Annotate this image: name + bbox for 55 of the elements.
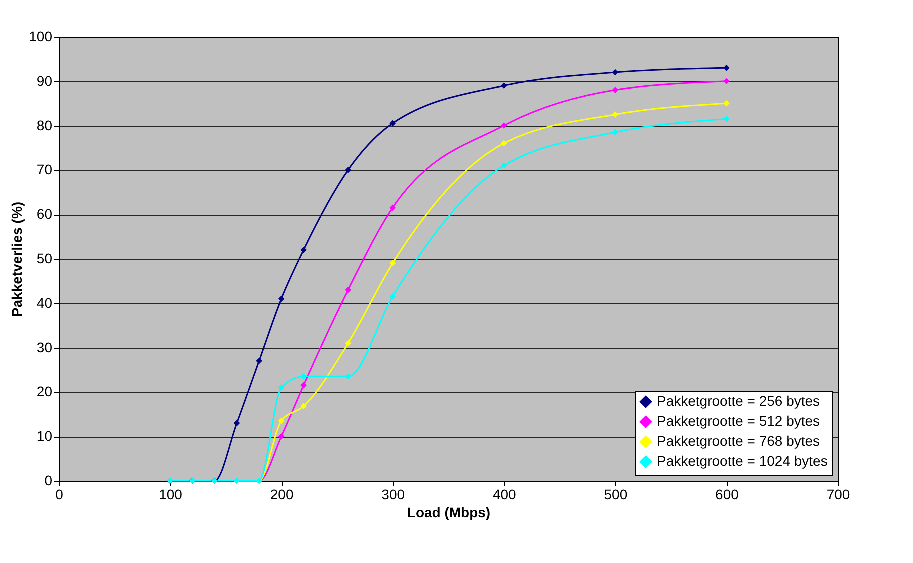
point [612,112,619,118]
x-tick-label: 200 [270,486,294,502]
point [724,64,730,72]
point [500,82,508,89]
y-tick-label: 10 [36,428,53,444]
y-tick-label: 90 [36,72,53,89]
point [345,374,352,380]
x-tick-label: 400 [492,486,517,502]
y-tick-label: 50 [36,250,53,266]
point [500,122,508,129]
x-tick-label: 600 [716,486,740,502]
legend-label: Pakketgrootte = 512 bytes [657,413,820,429]
x-tick-label: 500 [604,486,628,502]
point [300,246,307,254]
point [278,418,285,424]
point [278,296,285,302]
x-axis-title: Load (Mbps) [407,504,491,520]
point [390,120,396,127]
point [300,374,307,380]
x-tick-label: 300 [382,486,406,502]
point [345,340,352,347]
point [390,260,396,267]
point [256,358,262,364]
y-tick-label: 30 [36,339,53,356]
y-tick-label: 70 [36,162,53,178]
point [612,87,619,94]
point [612,69,619,76]
point [612,129,619,136]
y-tick-label: 20 [36,384,53,400]
point [300,382,307,389]
legend-label: Pakketgrootte = 256 bytes [657,393,820,409]
x-tick-label: 100 [159,486,183,502]
point [345,167,352,174]
y-tick-label: 80 [36,117,53,134]
y-axis-title: Pakketverlies (%) [9,202,26,318]
point [234,420,240,426]
point [390,204,396,212]
legend-label: Pakketgrootte = 768 bytes [657,433,820,449]
point [345,286,352,294]
legend-label: Pakketgrootte = 1024 bytes [657,453,828,469]
y-tick-label: 0 [44,472,53,488]
point [724,100,730,107]
y-tick-label: 40 [36,294,53,311]
y-tick-label: 100 [29,28,53,44]
point [500,140,508,147]
point [724,78,730,85]
point [278,384,285,391]
point [278,433,285,440]
point [300,403,307,410]
x-tick-label: 700 [826,486,850,502]
y-tick-label: 60 [36,206,53,222]
point [500,162,508,169]
x-tick-label: 0 [56,486,64,502]
point [724,116,730,122]
point [390,294,396,300]
